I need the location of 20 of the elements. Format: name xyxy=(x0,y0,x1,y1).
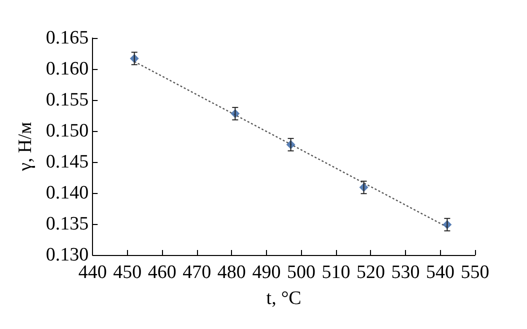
y-axis-title: γ, Н/м xyxy=(15,122,36,172)
y-tick-label: 0.165 xyxy=(46,28,89,48)
y-tick-label: 0.155 xyxy=(46,90,89,110)
y-tick-label: 0.135 xyxy=(46,214,89,234)
x-tick-label: 540 xyxy=(426,262,454,283)
x-axis-title: t, °C xyxy=(266,288,302,309)
x-tick-label: 500 xyxy=(286,262,316,283)
y-tick-label: 0.160 xyxy=(46,58,89,80)
y-tick-label: 0.140 xyxy=(46,182,89,204)
x-tick-label: 520 xyxy=(356,262,385,283)
x-tick-label: 510 xyxy=(322,262,350,283)
x-tick-label: 460 xyxy=(148,262,176,283)
x-tick-label: 550 xyxy=(460,262,490,283)
x-tick-label: 470 xyxy=(182,262,212,283)
x-tick-label: 530 xyxy=(391,262,420,283)
y-tick-label: 0.150 xyxy=(46,120,89,142)
x-tick-label: 480 xyxy=(217,262,246,283)
x-tick-label: 450 xyxy=(113,262,142,283)
x-tick-label: 490 xyxy=(252,262,281,283)
y-tick-label: 0.145 xyxy=(46,152,89,172)
